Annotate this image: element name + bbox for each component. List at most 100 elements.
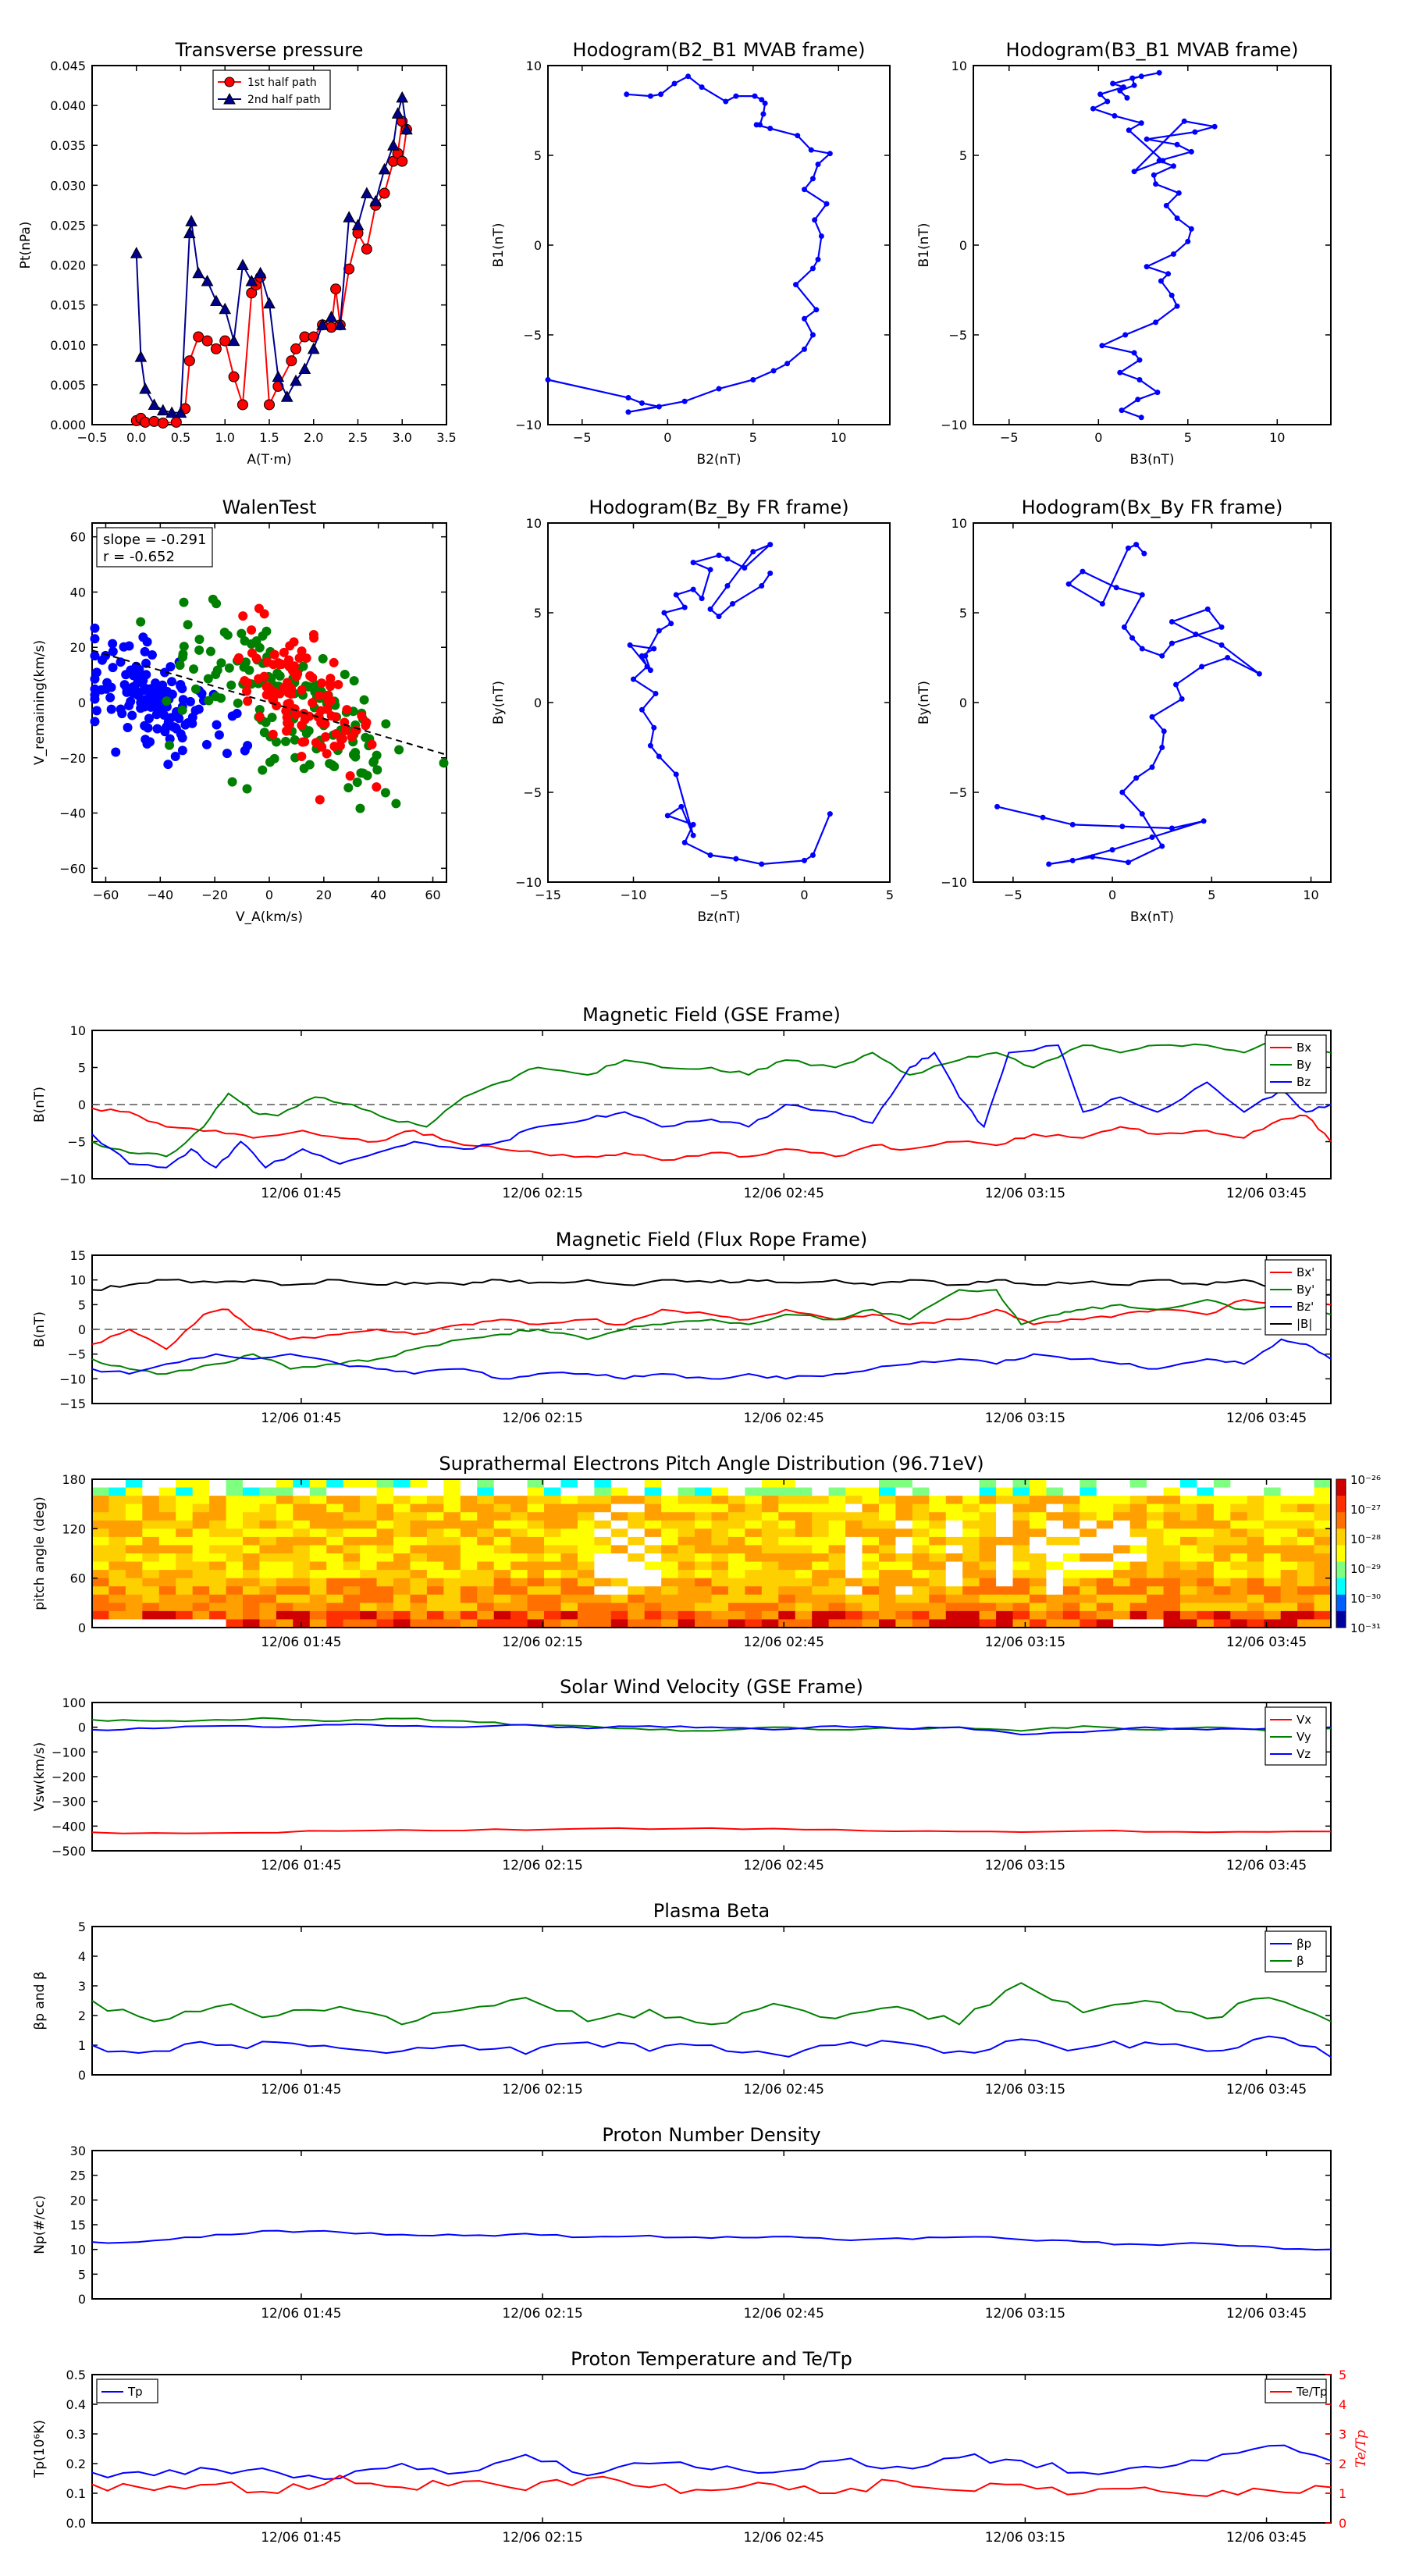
heatmap-cell: [727, 1512, 745, 1521]
heatmap-cell: [1297, 1503, 1315, 1513]
data-point: [661, 610, 667, 616]
heatmap-cell: [544, 1479, 562, 1489]
colorbar-band: [1336, 1496, 1346, 1513]
heatmap-cell: [226, 1586, 244, 1596]
heatmap-cell: [1230, 1520, 1248, 1529]
heatmap-cell: [309, 1586, 327, 1596]
heatmap-cell: [878, 1503, 897, 1513]
data-point: [165, 406, 178, 418]
scatter-point: [140, 735, 151, 745]
heatmap-cell: [460, 1561, 478, 1571]
scatter-point: [333, 680, 343, 690]
heatmap-cell: [1129, 1487, 1147, 1496]
heatmap-cell: [1280, 1496, 1298, 1505]
heatmap-cell: [460, 1520, 478, 1529]
chart-title: Transverse pressure: [175, 39, 364, 61]
heatmap-cell: [1012, 1479, 1030, 1489]
heatmap-cell: [1163, 1570, 1181, 1579]
data-point: [343, 263, 355, 275]
heatmap-cell: [443, 1487, 461, 1496]
heatmap-cell: [1096, 1586, 1114, 1596]
heatmap-cell: [1029, 1528, 1048, 1538]
heatmap-cell: [544, 1528, 562, 1538]
y-tick-label: 0: [78, 2292, 86, 2307]
scatter-point: [352, 777, 362, 788]
heatmap-cell: [761, 1553, 779, 1563]
heatmap-cell: [393, 1619, 411, 1628]
heatmap-cell: [862, 1603, 880, 1612]
heatmap-cell: [544, 1520, 562, 1529]
heatmap-cell: [1314, 1503, 1332, 1513]
heatmap-cell: [1197, 1570, 1215, 1579]
heatmap-cell: [929, 1578, 947, 1587]
series-line-2: [91, 1723, 1332, 1736]
heatmap-cell: [443, 1545, 461, 1554]
legend-label: Bz': [1297, 1300, 1314, 1314]
data-point: [1144, 136, 1150, 142]
heatmap-cell: [610, 1586, 628, 1596]
heatmap-cell: [845, 1545, 863, 1554]
y-tick-label: 4: [78, 1949, 86, 1964]
heatmap-cell: [176, 1487, 194, 1496]
heatmap-cell: [1046, 1487, 1064, 1496]
scatter-point: [279, 647, 289, 657]
heatmap-cell: [929, 1512, 947, 1521]
data-point: [1161, 728, 1167, 735]
data-point: [690, 832, 696, 838]
data-point: [148, 398, 161, 410]
data-point: [809, 332, 816, 338]
data-point: [201, 274, 214, 286]
series-line-0: [91, 2229, 1332, 2250]
heatmap-cell: [695, 1594, 713, 1603]
x-tick-label: 12/06 01:45: [261, 1635, 341, 1650]
data-point: [1117, 369, 1123, 375]
scatter-point: [222, 630, 233, 640]
heatmap-cell: [812, 1578, 830, 1587]
scatter-point: [233, 698, 243, 708]
data-point: [1153, 181, 1159, 187]
heatmap-cell: [326, 1512, 344, 1521]
data-point: [219, 302, 232, 315]
data-point: [685, 73, 692, 80]
heatmap-cell: [828, 1487, 846, 1496]
heatmap-cell: [376, 1496, 394, 1505]
heatmap-cell: [560, 1578, 578, 1587]
heatmap-cell: [142, 1561, 160, 1571]
data-point: [400, 123, 413, 135]
x-tick-label: 12/06 01:45: [261, 1858, 341, 1873]
data-point: [827, 811, 833, 817]
heatmap-cell: [1230, 1536, 1248, 1546]
heatmap-cell: [226, 1545, 244, 1554]
heatmap-cell: [711, 1610, 729, 1621]
heatmap-cell: [962, 1603, 980, 1612]
heatmap-cell: [209, 1487, 227, 1496]
y-tick-label: 25: [70, 2169, 86, 2183]
data-point: [1200, 818, 1207, 824]
heatmap-cell: [1046, 1561, 1064, 1571]
heatmap-cell: [795, 1610, 813, 1621]
data-point: [1139, 592, 1145, 598]
heatmap-cell: [962, 1586, 980, 1596]
y-tick-label: 20: [70, 2193, 86, 2208]
heatmap-cell: [577, 1487, 595, 1496]
heatmap-cell: [560, 1570, 578, 1579]
heatmap-cell: [176, 1561, 194, 1571]
heatmap-cell: [1062, 1503, 1080, 1513]
heatmap-cell: [460, 1553, 478, 1563]
heatmap-cell: [711, 1570, 729, 1579]
scatter-point: [201, 739, 212, 749]
heatmap-cell: [125, 1610, 143, 1621]
heatmap-cell: [594, 1619, 612, 1628]
heatmap-cell: [895, 1610, 913, 1621]
heatmap-cell: [628, 1586, 646, 1596]
heatmap-cell: [628, 1487, 646, 1496]
heatmap-cell: [158, 1610, 176, 1621]
heatmap-cell: [678, 1603, 695, 1612]
heatmap-cell: [1247, 1520, 1264, 1529]
heatmap-cell: [661, 1578, 679, 1587]
heatmap-cell: [1179, 1512, 1198, 1521]
heatmap-cell: [1147, 1503, 1165, 1513]
heatmap-cell: [125, 1512, 143, 1521]
heatmap-cell: [209, 1545, 227, 1554]
chart-title: Magnetic Field (Flux Rope Frame): [556, 1229, 867, 1251]
